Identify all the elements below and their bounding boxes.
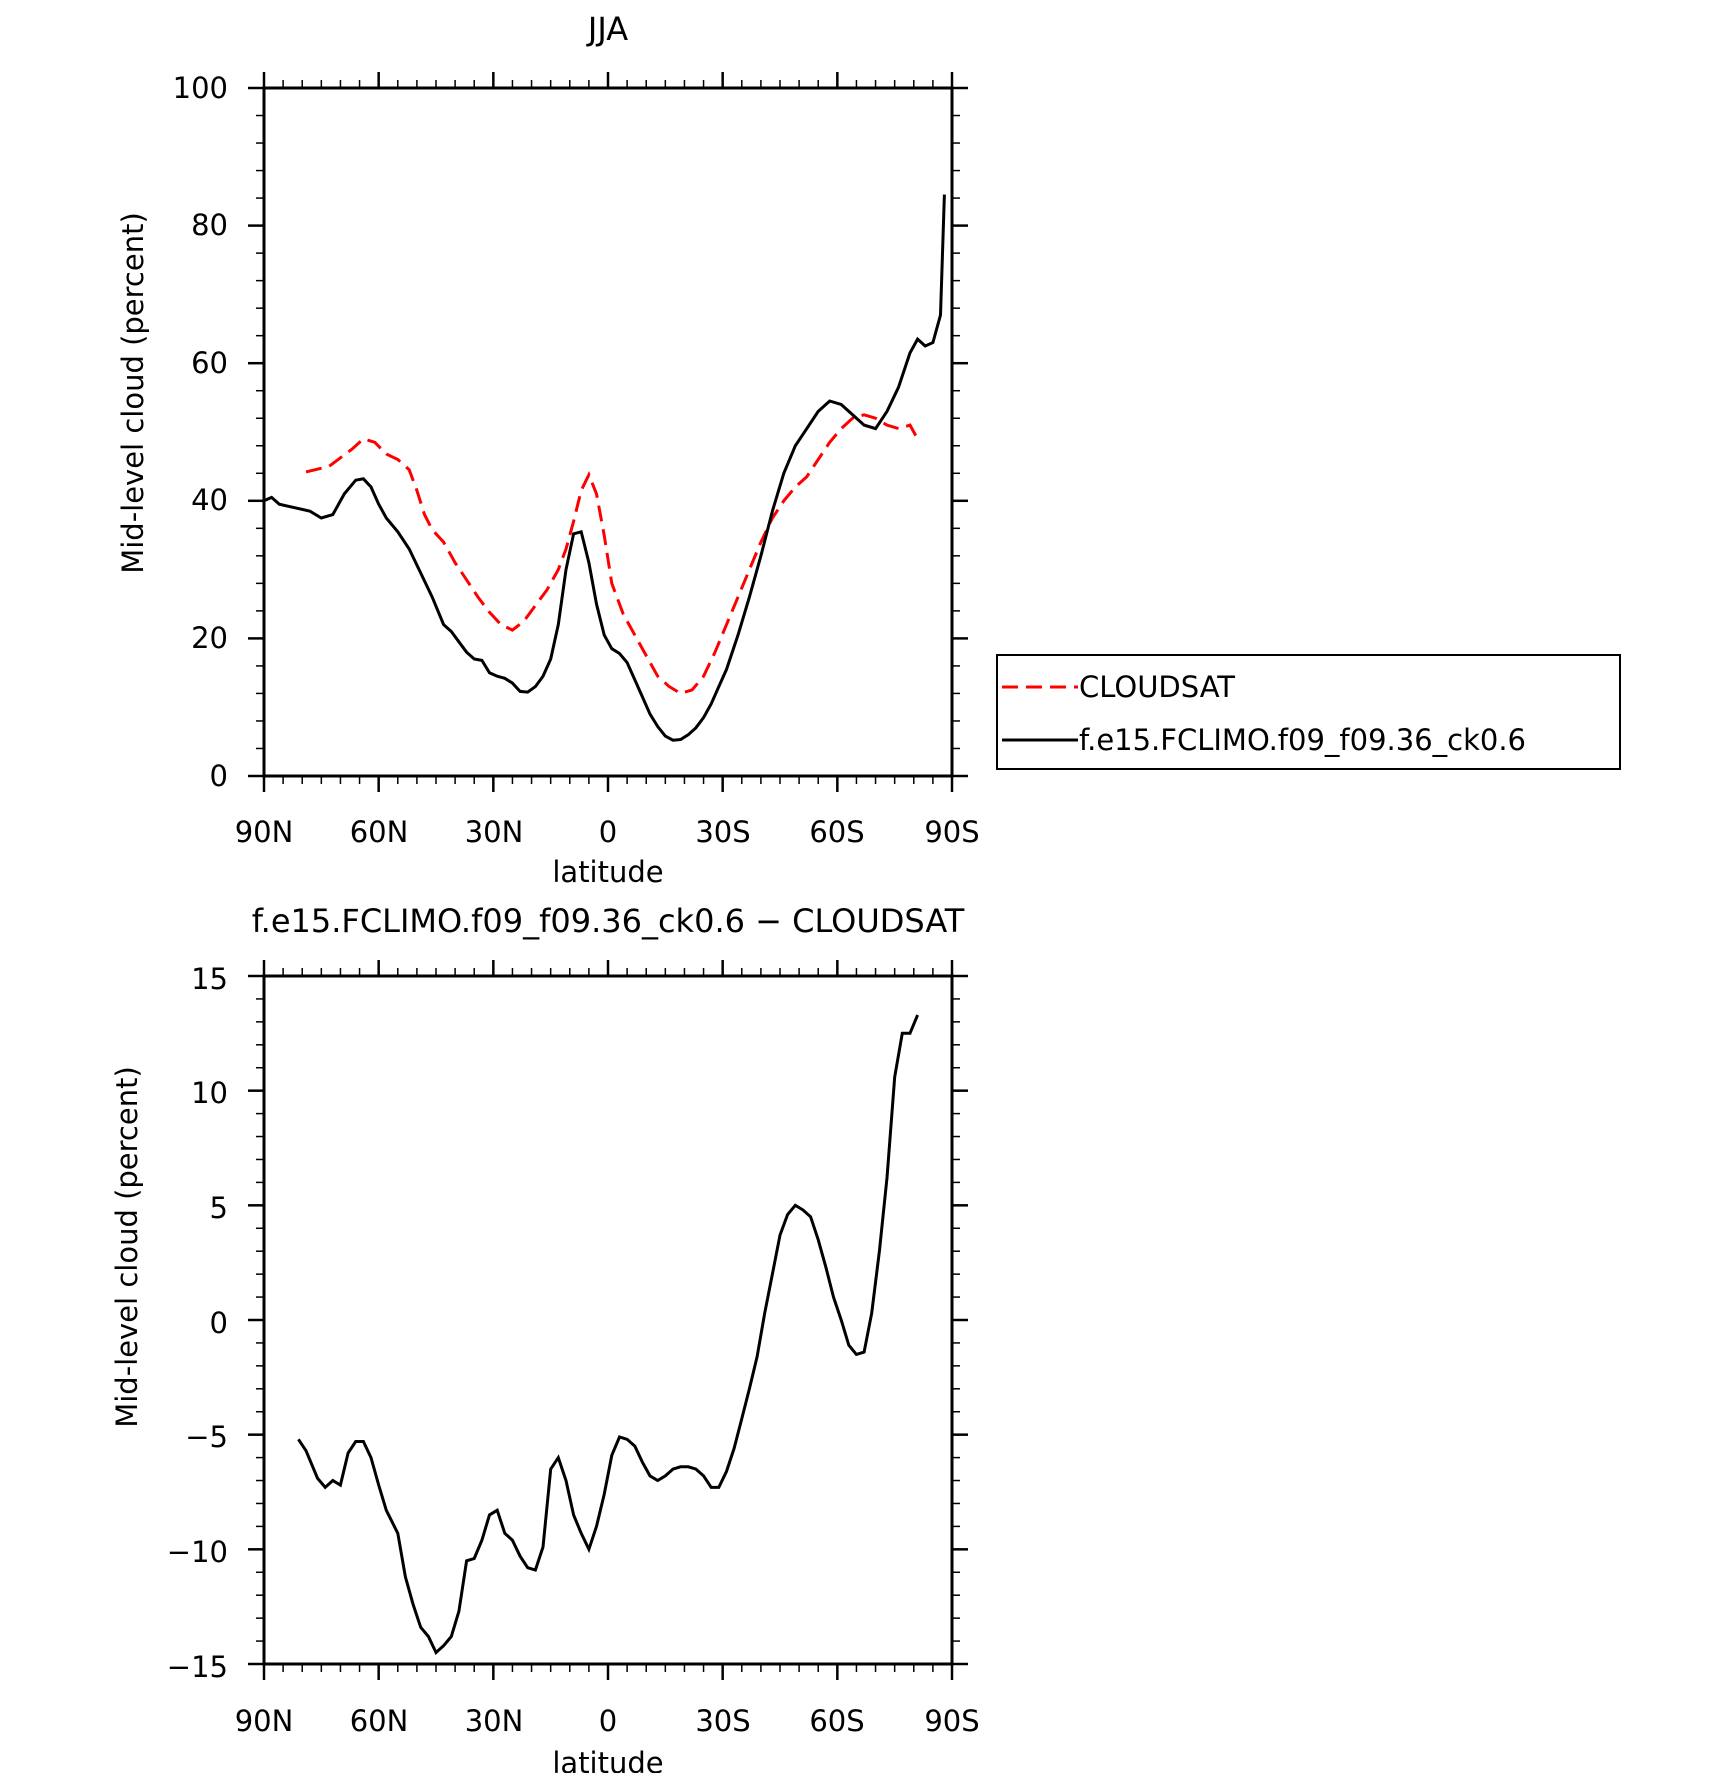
bottom-chart-title: f.e15.FCLIMO.f09_f09.36_ck0.6 − CLOUDSAT [252,902,965,940]
bottom-y-tick-label: 0 [210,1306,228,1340]
top-y-tick-label: 60 [191,346,228,380]
top-y-tick-labels: 0 20 40 60 80 100 [173,71,228,793]
top-x-tick-label: 60S [809,815,864,849]
bottom-x-tick-label: 90S [924,1704,979,1738]
bottom-x-axis-label: latitude [552,1746,663,1773]
legend: CLOUDSAT f.e15.FCLIMO.f09_f09.36_ck0.6 [996,654,1621,770]
top-y-tick-label: 100 [173,71,228,105]
bottom-x-tick-label: 0 [599,1704,617,1738]
bottom-y-tick-labels: −15 −10 −5 0 5 10 15 [167,962,228,1684]
top-x-axis-label: latitude [552,855,663,889]
legend-label-model: f.e15.FCLIMO.f09_f09.36_ck0.6 [1079,723,1526,757]
top-x-tick-label: 90S [924,815,979,849]
bottom-y-tick-label: 15 [191,962,228,996]
bottom-x-tick-label: 30S [695,1704,750,1738]
top-panel: JJA Mid-level cloud (percent) latitude 0… [116,10,1621,889]
top-x-tick-label: 30S [695,815,750,849]
top-x-tick-label: 30N [465,815,524,849]
bottom-y-tick-label: −15 [167,1650,228,1684]
series-line-difference [297,1014,919,1655]
bottom-y-tick-label: 5 [210,1191,228,1225]
top-x-tick-label: 60N [350,815,409,849]
bottom-x-tick-label: 90N [235,1704,294,1738]
top-y-tick-label: 80 [191,208,228,242]
bottom-x-tick-labels: 90N 60N 30N 0 30S 60S 90S [235,1704,980,1738]
legend-label-cloudsat: CLOUDSAT [1079,670,1235,704]
legend-box [996,654,1621,770]
top-x-tick-label: 0 [599,815,617,849]
series-line-model [263,194,946,742]
bottom-x-tick-label: 60N [350,1704,409,1738]
top-chart-title: JJA [586,10,628,48]
top-x-tick-label: 90N [235,815,294,849]
bottom-y-tick-label: −10 [167,1535,228,1569]
bottom-panel: f.e15.FCLIMO.f09_f09.36_ck0.6 − CLOUDSAT… [110,902,980,1778]
top-tick-marks [248,72,968,792]
top-y-axis-label: Mid-level cloud (percent) [116,212,150,574]
bottom-tick-marks [248,960,968,1680]
bottom-x-tick-label: 60S [809,1704,864,1738]
bottom-plot-frame [262,974,954,1666]
bottom-y-tick-label: 10 [191,1076,228,1110]
bottom-y-axis-label: Mid-level cloud (percent) [110,1066,144,1428]
bottom-y-tick-label: −5 [185,1420,228,1454]
top-x-tick-labels: 90N 60N 30N 0 30S 60S 90S [235,815,980,849]
top-plot-frame [262,86,954,778]
top-y-tick-label: 40 [191,483,228,517]
top-y-tick-label: 20 [191,621,228,655]
top-y-tick-label: 0 [210,759,228,793]
bottom-x-tick-label: 30N [465,1704,524,1738]
series-line-cloudsat [305,413,919,696]
